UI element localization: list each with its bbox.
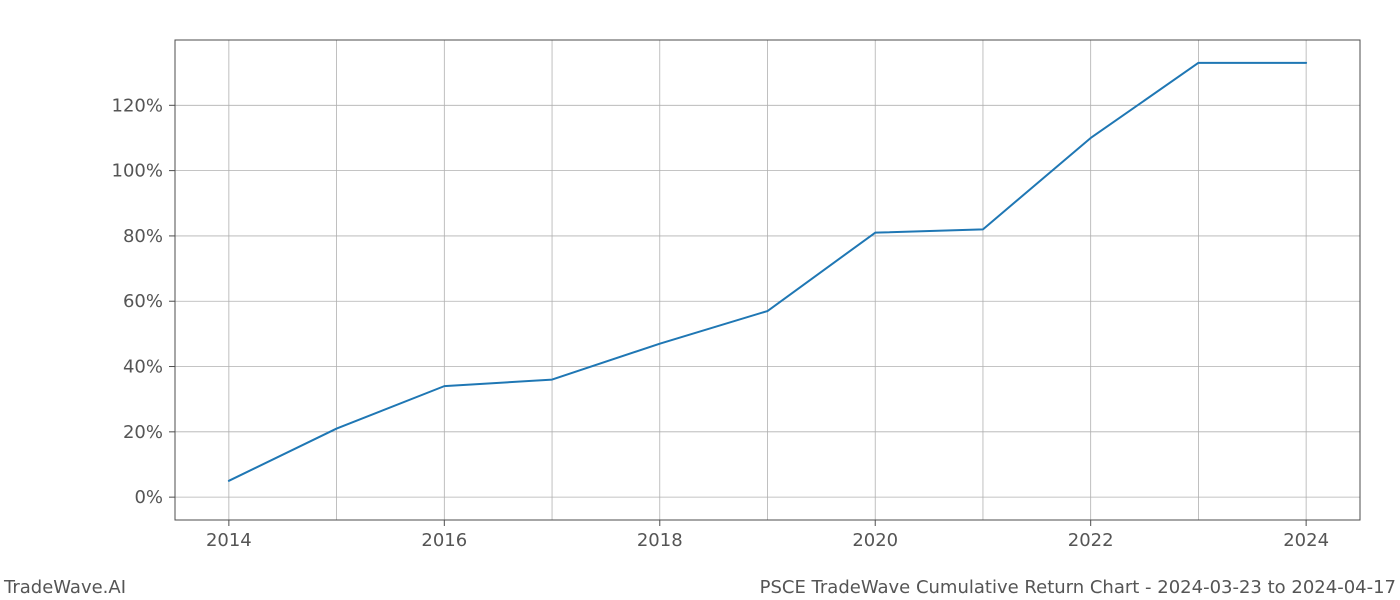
x-tick-label: 2016: [421, 530, 467, 551]
x-tick-label: 2018: [637, 530, 683, 551]
x-tick-label: 2022: [1068, 530, 1114, 551]
chart-background: [0, 0, 1400, 600]
chart-container: 2014 2016 2018 2020 2022 2024 0% 20% 40% 60% 80% 10…: [0, 0, 1400, 600]
y-tick-label: 60%: [123, 291, 163, 312]
footer-right-label: PSCE TradeWave Cumulative Return Chart -…: [760, 577, 1396, 598]
x-tick-label: 2020: [852, 530, 898, 551]
y-tick-label: 120%: [112, 95, 163, 116]
line-chart: 2014 2016 2018 2020 2022 2024 0% 20% 40% 60% 80% 10…: [0, 0, 1400, 600]
y-tick-label: 20%: [123, 422, 163, 443]
y-tick-label: 40%: [123, 357, 163, 378]
footer-left-label: TradeWave.AI: [3, 577, 126, 598]
x-tick-label: 2024: [1283, 530, 1329, 551]
x-tick-label: 2014: [206, 530, 252, 551]
y-tick-label: 100%: [112, 161, 163, 182]
y-tick-label: 80%: [123, 226, 163, 247]
y-tick-label: 0%: [134, 487, 163, 508]
